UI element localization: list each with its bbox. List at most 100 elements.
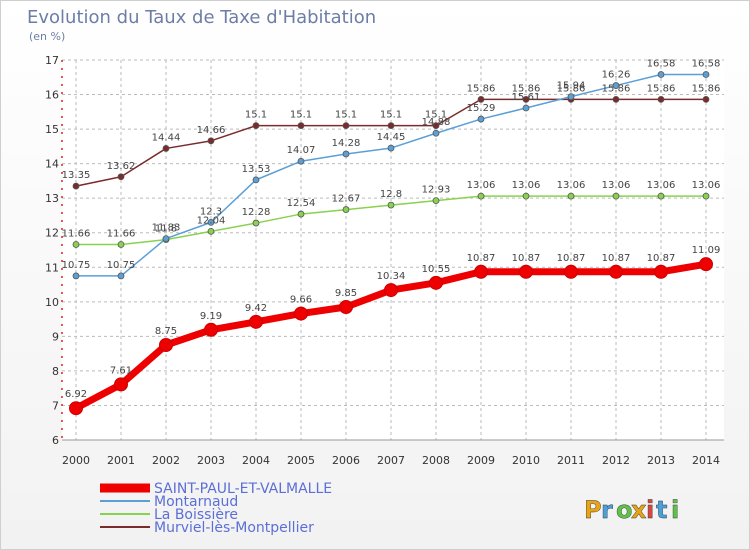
data-label-4: 15.86 (647, 83, 676, 94)
series-point-4 (477, 95, 485, 103)
x-tick-label: 2005 (287, 454, 315, 467)
y-tick-label: 10 (45, 296, 59, 309)
series-point-4 (657, 95, 665, 103)
y-tick-label: 13 (45, 192, 59, 205)
series-point-4 (297, 122, 305, 130)
x-tick-label: 2014 (692, 454, 720, 467)
data-label-1: 9.85 (335, 288, 357, 299)
data-label-3: 13.06 (467, 180, 496, 191)
series-point-3 (612, 192, 620, 200)
series-point-2 (117, 272, 125, 280)
series-point-1 (339, 300, 353, 314)
series-point-3 (207, 227, 215, 235)
logo-letter: r (601, 496, 613, 524)
y-tick-label: 7 (52, 399, 59, 412)
y-tick-label: 11 (45, 261, 59, 274)
data-label-4: 15.86 (467, 83, 496, 94)
x-tick-label: 2011 (557, 454, 585, 467)
series-point-2 (432, 129, 440, 137)
data-label-4: 14.44 (152, 132, 181, 143)
data-label-1: 10.87 (602, 253, 631, 264)
series-point-2 (657, 71, 665, 78)
legend-label-2: Montarnaud (154, 494, 238, 510)
series-point-3 (252, 219, 260, 227)
series-point-3 (477, 192, 485, 200)
y-tick-label: 14 (45, 158, 59, 171)
data-label-3: 12.54 (287, 198, 316, 209)
data-label-1: 10.87 (647, 253, 676, 264)
data-label-1: 9.66 (290, 295, 312, 306)
x-tick-label: 2004 (242, 454, 270, 467)
data-label-2: 16.26 (602, 70, 631, 81)
logo-letter: i (671, 496, 679, 524)
data-label-2: 16.58 (692, 59, 721, 70)
data-label-4: 15.86 (692, 83, 721, 94)
data-label-4: 15.1 (245, 110, 267, 121)
series-point-1 (564, 264, 578, 279)
data-label-2: 10.75 (62, 260, 91, 271)
series-point-2 (567, 93, 575, 101)
data-label-4: 15.86 (602, 83, 631, 94)
data-label-3: 11.66 (62, 228, 91, 239)
x-tick-label: 2000 (62, 454, 90, 467)
series-point-4 (207, 137, 215, 145)
data-label-3: 12.8 (380, 189, 402, 200)
data-label-1: 9.19 (200, 311, 222, 322)
data-label-2: 11.83 (152, 223, 181, 234)
series-point-3 (72, 241, 80, 248)
data-label-1: 10.87 (557, 253, 586, 264)
series-point-3 (567, 192, 575, 200)
series-point-2 (612, 82, 620, 89)
series-point-2 (252, 176, 260, 184)
y-tick-label: 9 (52, 330, 59, 343)
y-tick-label: 8 (52, 365, 59, 378)
series-point-4 (162, 145, 170, 152)
legend-label-3: La Boissière (154, 507, 238, 523)
series-point-3 (657, 192, 665, 200)
data-labels: 13.35 13.62 14.44 14.66 15.1 15.1 15.1 15.1 15.1… (62, 59, 721, 401)
x-tick-label: 2008 (422, 454, 450, 467)
legend-label-4: Murviel-lès-Montpellier (154, 520, 314, 536)
data-label-3: 13.06 (557, 180, 586, 191)
series-point-2 (387, 144, 395, 152)
data-label-3: 12.04 (197, 215, 226, 226)
logo-letter: o (616, 496, 633, 524)
series-point-2 (342, 150, 350, 158)
series-point-4 (432, 122, 440, 130)
data-label-2: 12.3 (200, 206, 222, 217)
logo-letter: x (631, 496, 647, 524)
data-label-3: 12.93 (422, 185, 451, 196)
series-point-3 (432, 197, 440, 205)
data-label-2: 14.28 (332, 138, 361, 149)
logo-letter: i (646, 496, 654, 524)
series-point-2 (162, 235, 170, 243)
x-tick-label: 2013 (647, 454, 675, 467)
x-tick-label: 2001 (107, 454, 135, 467)
series-point-1 (384, 283, 398, 298)
series-point-2 (297, 157, 305, 165)
series-point-1 (519, 264, 533, 279)
y-tick-label: 16 (45, 89, 59, 102)
x-tick-label: 2010 (512, 454, 540, 467)
data-label-2: 14.07 (287, 145, 316, 156)
data-label-3: 11.66 (107, 228, 136, 239)
unit-label: (en %) (29, 30, 66, 43)
data-label-2: 14.88 (422, 117, 451, 128)
legend-label-1: SAINT-PAUL-ET-VALMALLE (154, 481, 332, 497)
series-point-2 (477, 115, 485, 123)
data-label-2: 15.61 (512, 92, 541, 103)
data-label-1: 7.61 (110, 365, 132, 376)
series-point-4 (612, 95, 620, 103)
series-point-1 (654, 264, 668, 279)
series-point-1 (249, 314, 263, 329)
x-tick-label: 2003 (197, 454, 225, 467)
y-tick-label: 12 (45, 227, 59, 240)
data-label-2: 10.75 (107, 260, 136, 271)
axes: 6 7 8 9 10 11 12 13 14 15 16 17 2000 2001 2002 2003 2004… (45, 54, 724, 467)
logo-letter: P (584, 496, 602, 524)
series-point-3 (297, 210, 305, 218)
data-label-4: 13.35 (62, 170, 91, 181)
